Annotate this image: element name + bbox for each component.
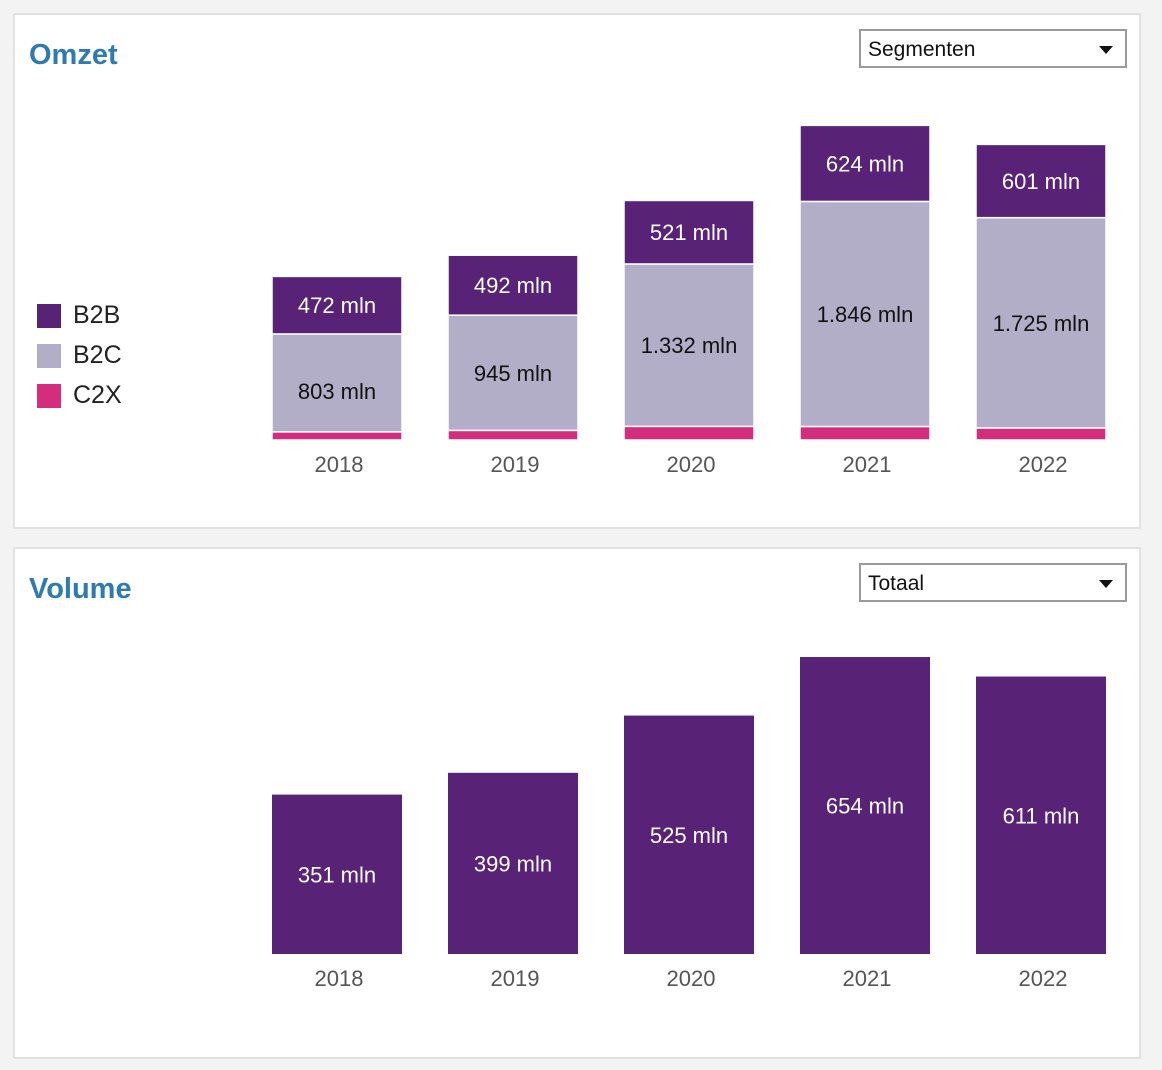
data-label-b2c-2022: 1.725 mln xyxy=(993,311,1090,336)
bar-volume-2021[interactable] xyxy=(800,657,930,954)
x-tick-label-2022: 2022 xyxy=(1019,966,1068,991)
legend-swatch-b2b xyxy=(37,304,61,328)
data-label-b2b-2021: 624 mln xyxy=(826,151,904,176)
data-label-volume-2022: 611 mln xyxy=(1003,803,1080,828)
x-tick-label-2021: 2021 xyxy=(843,966,892,991)
bar-volume-2022[interactable] xyxy=(976,676,1106,954)
bar-c2x-2022[interactable] xyxy=(975,427,1107,441)
volume-dropdown-value: Totaal xyxy=(868,572,925,595)
data-label-b2c-2021: 1.846 mln xyxy=(817,302,914,327)
data-label-b2c-2020: 1.332 mln xyxy=(641,333,738,358)
volume-chart: 351 mln 2018 399 mln 2019 525 mln 2020 654 mln… xyxy=(272,657,1106,991)
omzet-panel: Omzet Segmenten B2B B2C C2X 67 mln803 ml… xyxy=(13,13,1141,529)
bar-volume-2018[interactable] xyxy=(272,794,402,954)
omzet-dropdown-value: Segmenten xyxy=(868,38,976,61)
omzet-title: Omzet xyxy=(29,39,118,71)
legend-label-b2b: B2B xyxy=(73,301,121,329)
data-label-b2b-2018: 472 mln xyxy=(298,293,376,318)
omzet-segment-dropdown[interactable]: Segmenten xyxy=(859,29,1127,68)
bar-b2c-2020[interactable] xyxy=(623,263,755,428)
bar-b2b-2020[interactable] xyxy=(623,199,755,265)
bar-b2b-2021[interactable] xyxy=(799,124,931,203)
chevron-down-icon xyxy=(1099,580,1113,588)
bar-b2b-2018[interactable] xyxy=(271,275,403,335)
legend-label-b2c: B2C xyxy=(73,341,122,369)
x-tick-label-2018: 2018 xyxy=(315,966,364,991)
data-label-b2b-2019: 492 mln xyxy=(474,273,552,298)
bar-volume-2019[interactable] xyxy=(448,772,578,954)
bar-b2c-2022[interactable] xyxy=(975,216,1107,429)
legend-swatch-b2c xyxy=(37,344,61,368)
bar-b2c-2021[interactable] xyxy=(799,200,931,428)
chevron-down-icon xyxy=(1099,46,1113,54)
data-label-b2c-2018: 803 mln xyxy=(298,379,376,404)
data-label-volume-2018: 351 mln xyxy=(298,862,376,887)
bar-c2x-2019[interactable] xyxy=(447,429,579,441)
x-tick-label-2022: 2022 xyxy=(1019,452,1068,477)
bar-b2c-2018[interactable] xyxy=(271,333,403,433)
x-tick-label-2018: 2018 xyxy=(315,452,364,477)
bar-b2b-2019[interactable] xyxy=(447,254,579,316)
x-tick-label-2020: 2020 xyxy=(667,452,716,477)
data-label-volume-2019: 399 mln xyxy=(474,851,552,876)
volume-title: Volume xyxy=(29,573,132,605)
x-tick-label-2020: 2020 xyxy=(667,966,716,991)
data-label-volume-2020: 525 mln xyxy=(650,823,728,848)
data-label-b2c-2019: 945 mln xyxy=(474,361,552,386)
x-tick-label-2019: 2019 xyxy=(491,452,540,477)
legend-swatch-c2x xyxy=(37,384,61,408)
bar-volume-2020[interactable] xyxy=(624,715,754,954)
legend-label-c2x: C2X xyxy=(73,381,122,409)
data-label-b2b-2022: 601 mln xyxy=(1002,169,1080,194)
x-tick-label-2021: 2021 xyxy=(843,452,892,477)
bar-c2x-2018[interactable] xyxy=(271,431,403,441)
data-label-b2b-2020: 521 mln xyxy=(650,220,728,245)
x-tick-label-2019: 2019 xyxy=(491,966,540,991)
bar-c2x-2021[interactable] xyxy=(799,425,931,441)
data-label-volume-2021: 654 mln xyxy=(826,794,904,819)
bar-c2x-2020[interactable] xyxy=(623,425,755,441)
volume-total-dropdown[interactable]: Totaal xyxy=(859,563,1127,602)
bar-b2b-2022[interactable] xyxy=(975,143,1107,219)
volume-panel: Volume Totaal 351 mln 2018 399 mln 2019 525 … xyxy=(13,547,1141,1059)
